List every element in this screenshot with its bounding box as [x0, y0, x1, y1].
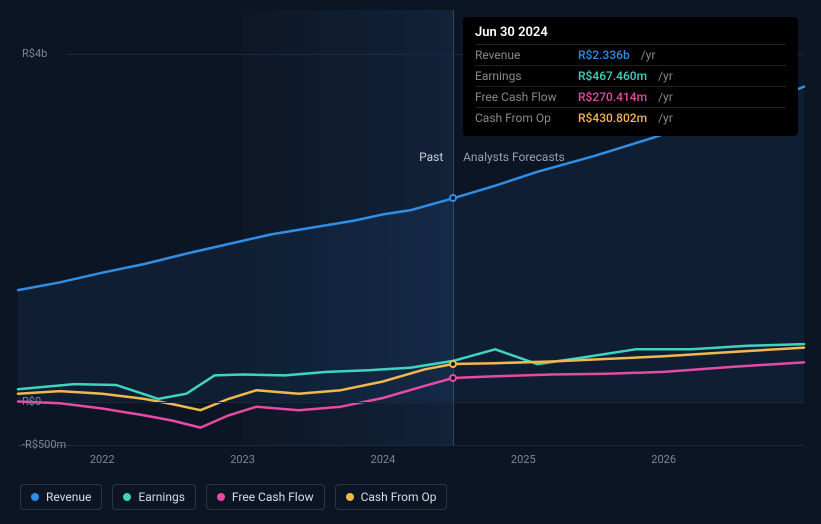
legend-swatch	[123, 493, 131, 501]
legend-item-fcf[interactable]: Free Cash Flow	[206, 484, 325, 510]
tooltip-row-label: Free Cash Flow	[475, 90, 570, 104]
tooltip-row: Revenue R$2.336b/yr	[475, 44, 786, 65]
x-tick-label: 2022	[90, 453, 115, 466]
x-tick-label: 2025	[511, 453, 536, 466]
marker-cfo	[449, 360, 457, 368]
tooltip-row-value: R$270.414m	[578, 90, 647, 104]
tooltip-row-label: Cash From Op	[475, 111, 570, 125]
legend-swatch	[346, 493, 354, 501]
y-tick-label: R$0	[22, 395, 41, 408]
tooltip-title: Jun 30 2024	[475, 25, 786, 40]
past-label: Past	[419, 150, 443, 164]
legend-swatch	[217, 493, 225, 501]
tooltip: Jun 30 2024 Revenue R$2.336b/yr Earnings R$…	[463, 17, 798, 136]
legend-label: Free Cash Flow	[232, 490, 314, 504]
legend-label: Revenue	[46, 490, 91, 504]
tooltip-row-label: Earnings	[475, 69, 570, 83]
legend-item-revenue[interactable]: Revenue	[20, 484, 102, 510]
x-tick-label: 2026	[651, 453, 676, 466]
tooltip-row: Cash From Op R$430.802m/yr	[475, 107, 786, 128]
tooltip-row: Free Cash Flow R$270.414m/yr	[475, 86, 786, 107]
tooltip-row-label: Revenue	[475, 48, 570, 62]
tooltip-row-unit: /yr	[658, 69, 673, 83]
gridline	[66, 445, 804, 446]
gridline	[66, 402, 804, 403]
tooltip-row-unit: /yr	[641, 48, 656, 62]
x-tick-label: 2023	[230, 453, 255, 466]
tooltip-row-unit: /yr	[658, 90, 673, 104]
marker-revenue	[449, 194, 457, 202]
legend: Revenue Earnings Free Cash Flow Cash From O…	[20, 484, 447, 510]
tooltip-row-value: R$430.802m	[578, 111, 647, 125]
tooltip-row-unit: /yr	[658, 111, 673, 125]
y-tick-label: -R$500m	[22, 438, 66, 451]
x-tick-label: 2024	[371, 453, 396, 466]
tooltip-row: Earnings R$467.460m/yr	[475, 65, 786, 86]
y-tick-label: R$4b	[22, 47, 47, 60]
financials-chart: Past Analysts Forecasts Jun 30 2024 Reve…	[0, 0, 821, 524]
tooltip-row-value: R$467.460m	[578, 69, 647, 83]
legend-label: Cash From Op	[361, 490, 437, 504]
legend-swatch	[31, 493, 39, 501]
legend-item-cfo[interactable]: Cash From Op	[335, 484, 448, 510]
legend-label: Earnings	[138, 490, 185, 504]
forecast-label: Analysts Forecasts	[463, 150, 565, 164]
tooltip-row-value: R$2.336b	[578, 48, 630, 62]
legend-item-earnings[interactable]: Earnings	[112, 484, 196, 510]
marker-fcf	[449, 374, 457, 382]
